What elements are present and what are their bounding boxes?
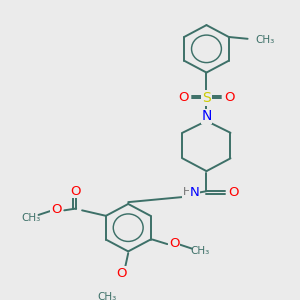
Text: O: O [169, 237, 179, 250]
Text: CH₃: CH₃ [21, 213, 40, 223]
Text: O: O [51, 203, 62, 216]
Text: O: O [178, 91, 189, 104]
Text: N: N [190, 186, 200, 199]
Text: S: S [202, 91, 211, 105]
Text: CH₃: CH₃ [98, 292, 117, 300]
Text: O: O [224, 91, 235, 104]
Text: O: O [228, 186, 238, 199]
Text: H: H [182, 187, 191, 197]
Text: O: O [116, 267, 127, 280]
Text: CH₃: CH₃ [256, 35, 275, 45]
Text: N: N [201, 110, 212, 123]
Text: O: O [70, 185, 80, 198]
Text: CH₃: CH₃ [190, 246, 210, 256]
